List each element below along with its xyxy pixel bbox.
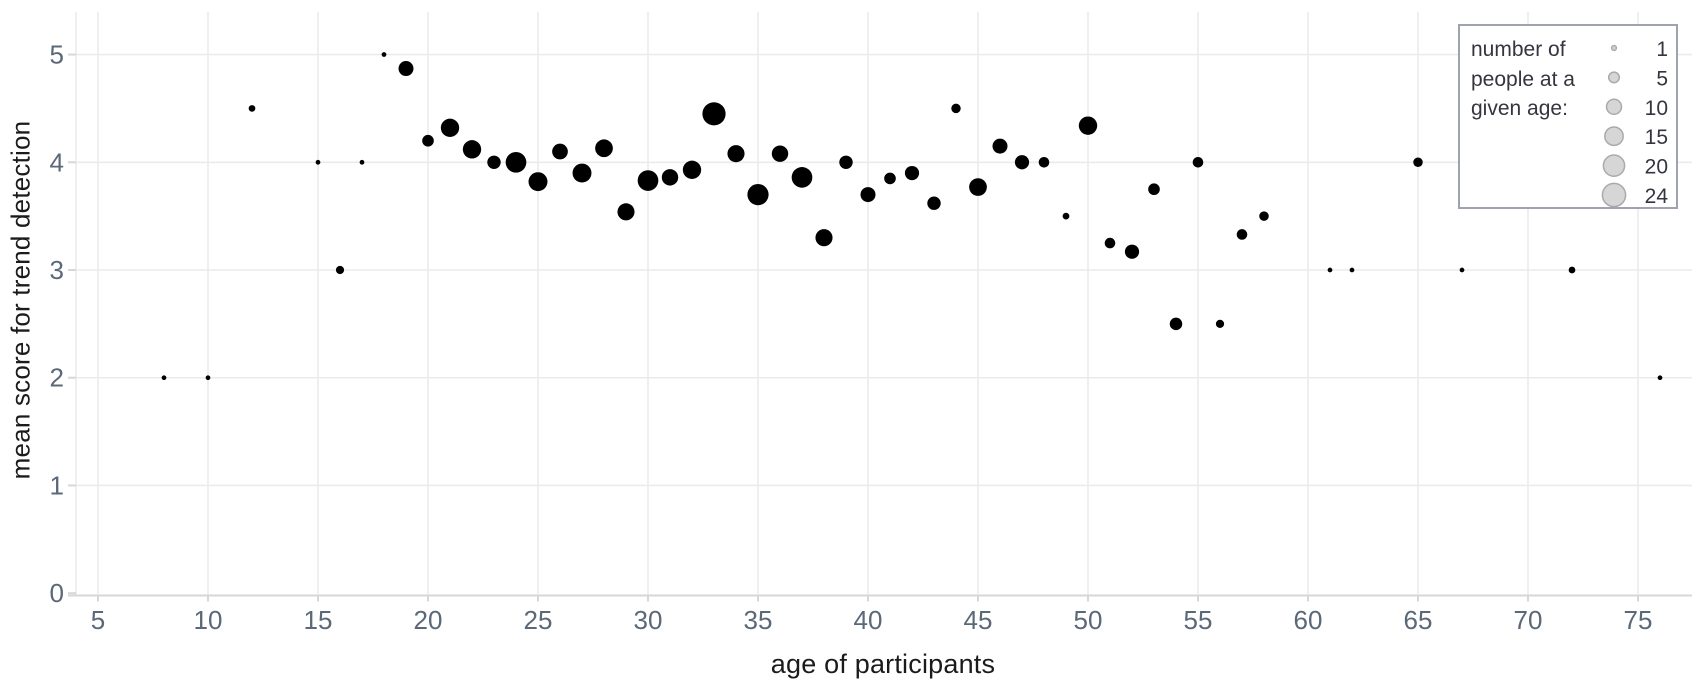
- data-bubble: [1259, 211, 1269, 221]
- data-bubble: [381, 52, 387, 57]
- data-bubble: [1192, 156, 1204, 168]
- x-tick-label: 40: [854, 605, 883, 635]
- data-bubble: [487, 155, 501, 169]
- x-tick-label: 30: [634, 605, 663, 635]
- legend-title-line-3: given age:: [1471, 97, 1568, 120]
- data-bubble: [1062, 212, 1070, 220]
- data-bubble: [161, 375, 167, 381]
- data-bubble: [1459, 267, 1465, 273]
- data-bubble: [462, 140, 482, 159]
- y-tick-label: 1: [50, 470, 64, 500]
- y-tick-label: 2: [50, 363, 64, 393]
- data-bubble: [1078, 116, 1098, 135]
- legend-size-value: 10: [1645, 97, 1668, 120]
- legend-size-value: 20: [1645, 156, 1668, 179]
- data-bubble: [617, 203, 635, 221]
- x-tick-label: 20: [414, 605, 443, 635]
- legend-size-circle: [1601, 182, 1627, 207]
- x-tick-label: 70: [1514, 605, 1543, 635]
- data-bubble: [791, 167, 813, 188]
- data-bubble: [682, 160, 702, 180]
- x-tick-label: 35: [744, 605, 773, 635]
- x-axis-title: age of participants: [770, 649, 996, 679]
- data-bubble: [860, 187, 876, 203]
- data-bubble: [248, 105, 256, 112]
- data-bubble: [398, 61, 414, 77]
- data-bubble: [1124, 244, 1140, 259]
- y-tick-label: 4: [50, 147, 64, 177]
- data-bubble: [552, 143, 568, 160]
- data-bubble: [951, 103, 961, 114]
- data-bubble: [661, 169, 679, 186]
- data-bubble: [440, 118, 460, 137]
- data-bubble: [572, 163, 592, 183]
- data-bubble: [702, 102, 726, 126]
- data-bubble: [359, 159, 365, 165]
- legend-size-value: 1: [1656, 38, 1668, 61]
- x-tick-label: 50: [1074, 605, 1103, 635]
- legend-size-value: 15: [1645, 126, 1668, 149]
- data-bubble: [1327, 267, 1333, 273]
- data-bubble: [205, 375, 211, 381]
- data-bubble: [969, 178, 987, 196]
- x-tick-label: 15: [304, 605, 333, 635]
- legend-title: number of people at a given age:: [1471, 35, 1575, 124]
- y-tick-label: 3: [50, 255, 64, 285]
- data-bubble: [335, 265, 345, 275]
- legend-size-circle: [1604, 126, 1624, 147]
- data-bubble: [1413, 157, 1423, 168]
- data-bubble: [927, 196, 941, 210]
- data-bubble: [839, 155, 853, 169]
- data-bubble: [637, 170, 659, 191]
- legend-size-circle: [1605, 98, 1623, 116]
- legend-title-line-1: number of: [1471, 38, 1566, 61]
- data-bubble: [315, 159, 321, 165]
- legend-size-circle: [1602, 154, 1626, 177]
- data-bubble: [505, 151, 527, 173]
- data-bubble: [595, 139, 613, 158]
- data-bubble: [904, 165, 920, 181]
- legend-size-value: 24: [1645, 185, 1669, 207]
- data-bubble: [727, 145, 745, 163]
- data-bubble: [1568, 266, 1576, 274]
- y-tick-label: 5: [50, 40, 64, 70]
- data-bubble: [884, 172, 896, 185]
- data-bubble: [1148, 183, 1160, 196]
- data-bubble: [815, 229, 833, 247]
- y-axis-title: mean score for trend detection: [5, 120, 36, 480]
- legend-size-value: 5: [1656, 67, 1668, 90]
- y-tick-label: 0: [50, 578, 64, 608]
- data-bubble: [528, 172, 548, 192]
- data-bubble: [422, 134, 434, 147]
- x-tick-label: 10: [194, 605, 223, 635]
- legend: number of people at a given age: 1 5 10 15 2…: [1458, 24, 1678, 209]
- data-bubble: [1349, 267, 1355, 273]
- legend-size-circle: [1610, 44, 1618, 52]
- legend-title-line-2: people at a: [1471, 67, 1575, 91]
- x-tick-label: 60: [1294, 605, 1323, 635]
- x-tick-label: 45: [964, 605, 993, 635]
- data-bubble: [992, 138, 1008, 154]
- data-bubble: [1038, 156, 1050, 168]
- data-bubble: [1657, 375, 1663, 381]
- data-bubble: [1014, 155, 1030, 170]
- data-bubble: [747, 184, 769, 206]
- data-bubble: [1169, 317, 1183, 331]
- x-tick-label: 75: [1624, 605, 1653, 635]
- x-tick-label: 25: [524, 605, 553, 635]
- data-bubble: [1104, 237, 1116, 249]
- data-bubble: [771, 145, 789, 162]
- data-bubble: [1215, 319, 1225, 328]
- legend-size-circle: [1607, 71, 1621, 84]
- x-tick-label: 5: [91, 605, 105, 635]
- data-bubble: [1236, 229, 1248, 240]
- x-tick-label: 65: [1404, 605, 1433, 635]
- x-tick-label: 55: [1184, 605, 1213, 635]
